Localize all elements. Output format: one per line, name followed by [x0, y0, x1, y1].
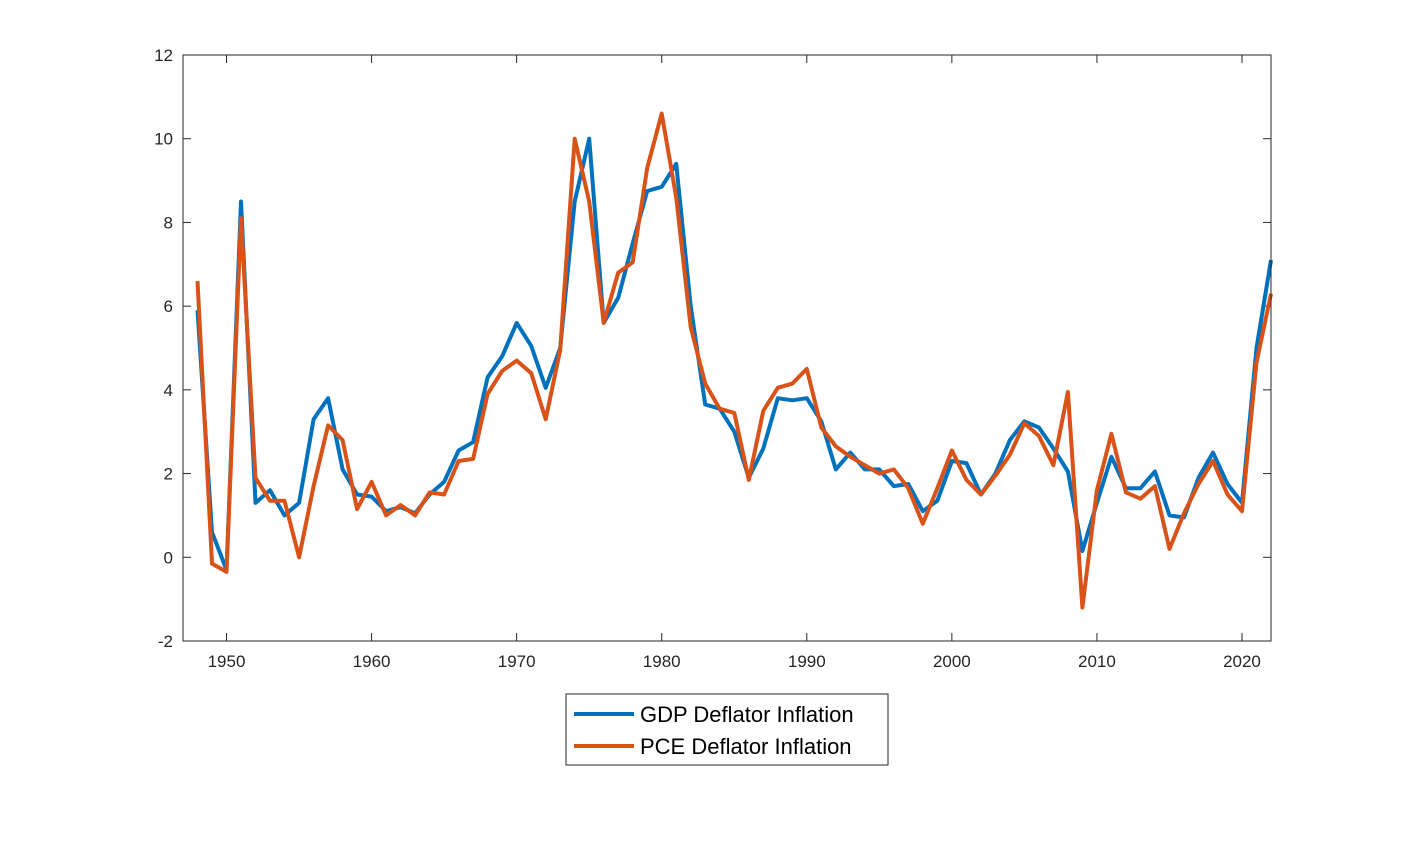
legend-box — [565, 693, 889, 766]
y-tick-label: -2 — [158, 632, 173, 651]
x-tick-label: 1960 — [353, 652, 391, 671]
y-tick-label: 0 — [164, 548, 173, 567]
y-tick-label: 6 — [164, 297, 173, 316]
x-tick-label: 1990 — [788, 652, 826, 671]
plot-frame — [182, 54, 1272, 642]
x-axis: 1950 1960 1970 1980 1990 2000 2010 2020 — [208, 55, 1261, 671]
y-tick-label: 12 — [154, 46, 173, 65]
plot-background — [183, 55, 1271, 641]
x-tick-label: 1970 — [498, 652, 536, 671]
series-line-pce-deflator-inflation — [195, 111, 1273, 610]
y-tick-label: 2 — [164, 465, 173, 484]
x-tick-label: 2010 — [1078, 652, 1116, 671]
legend-label-pce-deflator: PCE Deflator Inflation — [640, 734, 852, 759]
series-layer — [195, 111, 1273, 610]
x-tick-label: 2000 — [933, 652, 971, 671]
legend: GDP Deflator Inflation PCE Deflator Infl… — [565, 693, 889, 766]
y-tick-label: 4 — [164, 381, 173, 400]
y-tick-label: 10 — [154, 130, 173, 149]
x-tick-label: 1980 — [643, 652, 681, 671]
x-tick-label: 2020 — [1223, 652, 1261, 671]
legend-label-gdp-deflator: GDP Deflator Inflation — [640, 702, 854, 727]
y-tick-label: 8 — [164, 213, 173, 232]
x-tick-label: 1950 — [208, 652, 246, 671]
